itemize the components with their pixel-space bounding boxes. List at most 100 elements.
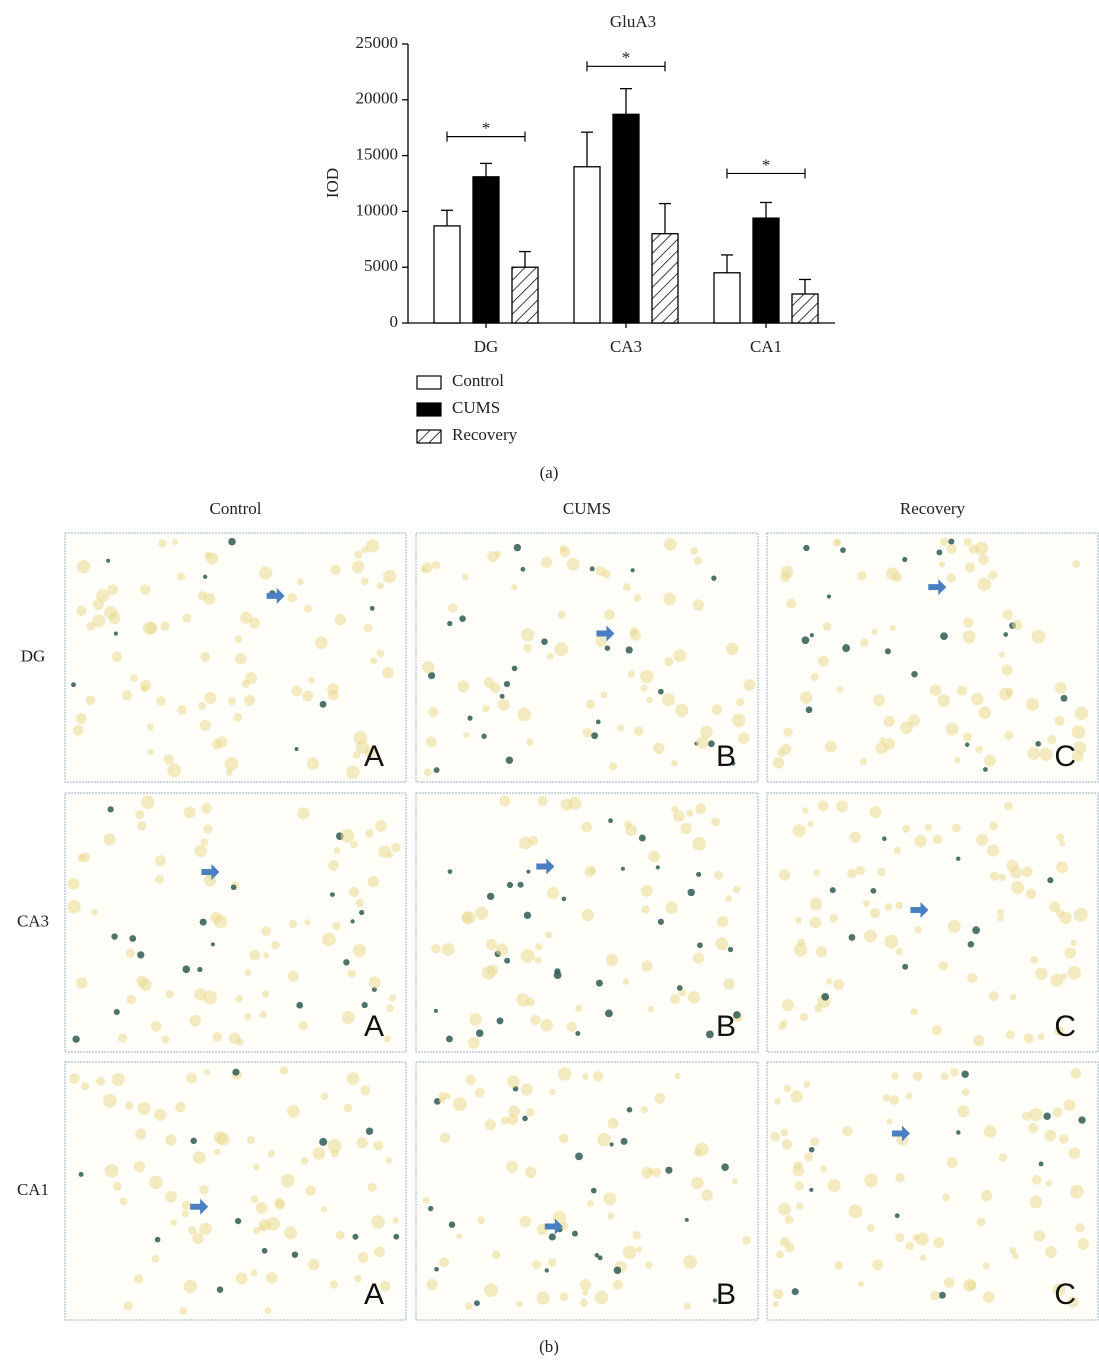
cell xyxy=(825,741,837,753)
cell xyxy=(463,732,469,738)
cell xyxy=(224,757,238,771)
cell xyxy=(431,944,440,953)
cell xyxy=(349,887,359,897)
cell xyxy=(581,822,592,833)
cell xyxy=(811,673,819,681)
cell xyxy=(235,995,242,1002)
error-bar xyxy=(441,210,453,226)
cell xyxy=(895,1173,904,1182)
cell xyxy=(330,565,340,575)
cell xyxy=(352,561,365,574)
bar xyxy=(473,177,499,323)
cell xyxy=(876,742,888,754)
column-label: Recovery xyxy=(900,499,966,518)
cell xyxy=(475,1088,485,1098)
cell xyxy=(96,589,109,602)
cell xyxy=(536,1291,549,1304)
cell xyxy=(540,1019,552,1031)
cell xyxy=(461,912,472,923)
cell xyxy=(1074,908,1088,922)
cell xyxy=(665,902,677,914)
cell xyxy=(884,903,892,911)
error-bar xyxy=(581,132,593,167)
cell xyxy=(518,708,532,722)
cell xyxy=(595,1253,599,1257)
cell xyxy=(143,622,156,635)
cell xyxy=(113,1182,122,1191)
cell xyxy=(140,680,151,691)
cell xyxy=(804,1153,813,1162)
cell xyxy=(236,1273,248,1285)
error-bar xyxy=(480,163,492,176)
cell xyxy=(1028,1123,1038,1133)
cell xyxy=(360,1085,370,1095)
cell xyxy=(370,606,375,611)
cell xyxy=(1046,1180,1052,1186)
cell xyxy=(694,1149,701,1156)
cell xyxy=(371,1215,385,1229)
cell xyxy=(368,876,379,887)
cell xyxy=(109,612,121,624)
cell xyxy=(124,1301,133,1310)
cell xyxy=(708,740,715,747)
cell xyxy=(155,855,166,866)
cell xyxy=(253,1164,260,1171)
cell xyxy=(967,973,977,983)
cell xyxy=(210,912,221,923)
cell xyxy=(197,967,202,972)
cell xyxy=(186,1073,197,1084)
cell xyxy=(776,1250,784,1258)
panel-letter: C xyxy=(1054,1278,1076,1311)
cell xyxy=(165,1134,176,1145)
cell xyxy=(330,1281,338,1289)
cell xyxy=(353,751,361,759)
cell xyxy=(481,734,486,739)
cell xyxy=(332,922,340,930)
cell xyxy=(930,684,942,696)
cell xyxy=(867,1224,875,1232)
cell xyxy=(476,1029,484,1037)
cell xyxy=(457,680,469,692)
cell xyxy=(1024,1033,1034,1043)
cell xyxy=(351,919,355,923)
cell xyxy=(287,1105,300,1118)
cell xyxy=(356,899,364,907)
cell xyxy=(692,837,706,851)
page: {"chart_data": {"type": "bar", "title": … xyxy=(0,0,1099,1360)
cell xyxy=(781,1020,788,1027)
cell xyxy=(81,1082,89,1090)
cell xyxy=(621,1138,628,1145)
cell xyxy=(978,555,989,566)
cell xyxy=(486,939,497,950)
cell xyxy=(519,837,532,850)
cell xyxy=(902,557,907,562)
cell xyxy=(497,1017,504,1024)
cell xyxy=(72,1036,79,1043)
cell xyxy=(69,1073,80,1084)
cell xyxy=(545,932,552,939)
cell xyxy=(942,1193,950,1201)
cell xyxy=(344,1104,352,1112)
cell xyxy=(1039,1161,1044,1166)
cell xyxy=(266,1272,277,1283)
cell xyxy=(213,1131,226,1144)
cell xyxy=(714,871,723,880)
cell xyxy=(1026,889,1036,899)
cell xyxy=(137,951,144,958)
cell xyxy=(96,1077,105,1086)
cell xyxy=(251,1269,258,1276)
cell xyxy=(423,1197,430,1204)
cell xyxy=(673,649,686,662)
cell xyxy=(256,1202,268,1214)
cell xyxy=(836,801,848,813)
cell xyxy=(999,873,1006,880)
cell xyxy=(421,566,428,573)
cell xyxy=(1030,956,1038,964)
cell xyxy=(188,1226,196,1234)
panel-letter: B xyxy=(716,740,736,773)
cell xyxy=(834,1261,843,1270)
cell xyxy=(199,1185,208,1194)
micrograph: B xyxy=(416,533,758,782)
cell xyxy=(632,1231,641,1240)
cell xyxy=(262,990,270,998)
